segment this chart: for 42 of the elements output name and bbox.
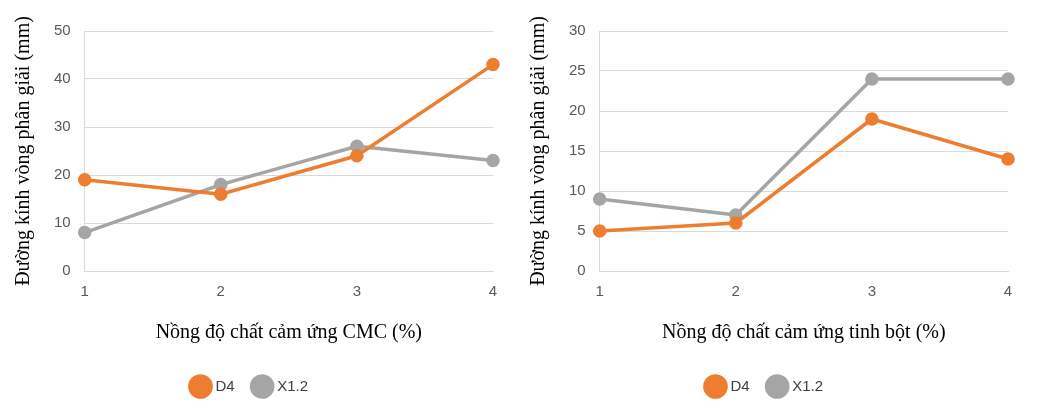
x-tick-label: 2 bbox=[731, 282, 740, 300]
point bbox=[77, 225, 92, 240]
legend-label: D4 bbox=[730, 376, 750, 394]
y-tick-label: 30 bbox=[54, 117, 71, 135]
x-tick-label: 1 bbox=[595, 282, 604, 300]
y-axis-title: Đường kính vòng phân giải (mm) bbox=[11, 16, 35, 286]
point bbox=[592, 192, 607, 206]
y-tick-label: 0 bbox=[577, 261, 586, 279]
y-tick-label: 15 bbox=[569, 141, 586, 159]
point bbox=[214, 187, 228, 201]
y-tick-label: 50 bbox=[54, 21, 71, 39]
point bbox=[865, 72, 879, 86]
y-tick-label: 20 bbox=[54, 165, 71, 183]
y-tick-label: 30 bbox=[569, 21, 586, 39]
y-tick-label: 10 bbox=[569, 181, 586, 199]
x-tick-label: 2 bbox=[216, 282, 225, 300]
point bbox=[77, 173, 92, 187]
legend-label: X1.2 bbox=[277, 376, 309, 394]
x-axis-title: Nồng độ chất cảm ứng CMC (%) bbox=[155, 320, 423, 344]
point bbox=[486, 153, 500, 168]
y-tick-label: 10 bbox=[54, 213, 71, 231]
x-tick-label: 4 bbox=[488, 282, 498, 300]
y-axis-title: Đường kính vòng phân giải (mm) bbox=[526, 16, 550, 286]
legend-label: X1.2 bbox=[792, 376, 824, 394]
point bbox=[1001, 72, 1015, 86]
x-tick-label: 3 bbox=[867, 282, 877, 300]
legend-label: D4 bbox=[215, 376, 235, 394]
x-tick-label: 4 bbox=[1003, 282, 1013, 300]
point bbox=[592, 224, 607, 238]
y-tick-label: 40 bbox=[54, 69, 71, 87]
y-tick-label: 0 bbox=[62, 261, 71, 279]
x-tick-label: 3 bbox=[352, 282, 362, 300]
y-tick-label: 5 bbox=[577, 221, 586, 239]
x-axis-title: Nồng độ chất cảm ứng tinh bột (%) bbox=[662, 320, 946, 344]
point bbox=[486, 57, 500, 72]
y-tick-label: 20 bbox=[569, 101, 586, 119]
x-tick-label: 1 bbox=[80, 282, 89, 300]
point bbox=[729, 216, 743, 230]
point bbox=[350, 149, 364, 163]
point bbox=[865, 112, 879, 126]
point bbox=[1001, 152, 1015, 166]
y-tick-label: 25 bbox=[569, 61, 586, 79]
